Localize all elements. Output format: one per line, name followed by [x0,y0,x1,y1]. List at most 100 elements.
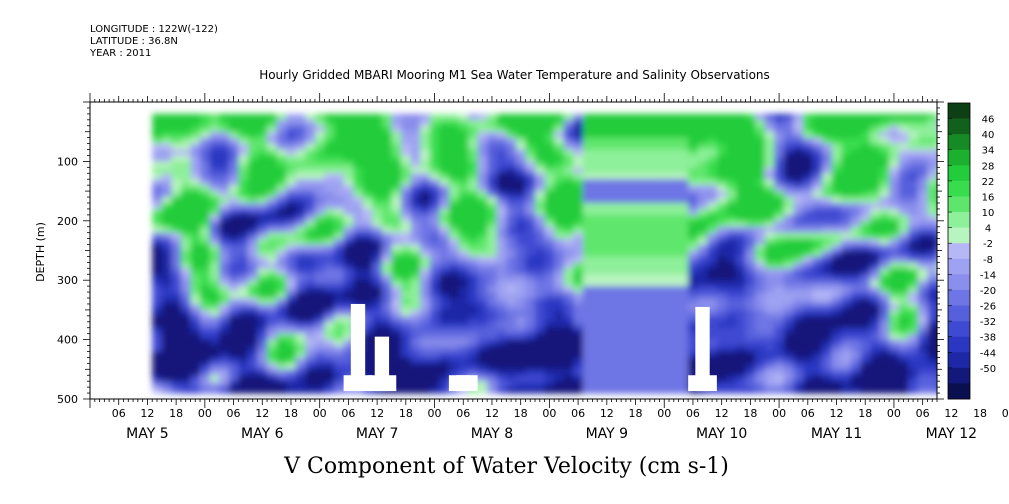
heat-cell [621,155,632,162]
heat-cell [448,143,460,151]
heat-cell [841,250,852,258]
heat-cell [736,268,747,275]
heat-cell [774,351,785,359]
heat-cell [697,280,708,287]
heat-cell [410,143,421,151]
heat-cell [487,244,498,252]
heat-cell [161,161,172,168]
heat-cell [716,167,728,174]
heat-cell [611,220,622,228]
heat-cell [850,333,862,341]
heat-cell [391,167,402,174]
heat-cell [611,149,622,157]
heat-cell [401,173,412,180]
heat-cell [582,226,594,234]
heat-cell [343,131,354,139]
heat-cell [764,321,775,329]
heat-cell [889,321,900,329]
heat-cell [448,303,460,311]
heat-cell [535,143,546,151]
heat-cell [678,179,689,186]
heat-cell [276,256,287,263]
colorbar-swatch [948,196,970,213]
heat-cell [841,155,852,162]
heat-cell [831,375,842,382]
heat-cell [783,375,795,382]
heat-cell [563,274,574,281]
heat-cell [640,274,651,281]
heat-cell [477,339,488,347]
heat-cell [295,185,306,192]
heat-cell [783,191,795,198]
heat-cell [764,351,775,359]
heat-cell [649,369,661,376]
heat-cell [841,191,852,198]
heat-cell [822,197,833,204]
x-day-label: MAY 8 [471,426,513,442]
heat-cell [764,155,775,162]
heat-cell [228,149,239,157]
heat-cell [707,232,718,240]
heat-cell [726,208,737,216]
heat-cell [161,191,172,198]
heat-cell [190,208,201,216]
heat-cell [755,214,766,222]
heat-cell [353,202,364,210]
heat-cell [448,137,460,145]
heat-cell [716,309,728,317]
heat-cell [630,149,641,157]
heat-cell [267,232,278,240]
heat-cell [850,238,862,246]
heat-cell [429,149,440,157]
heat-cell [860,369,871,376]
heat-cell [870,143,881,151]
heat-cell [678,208,689,216]
heat-cell [496,232,507,240]
heat-cell [439,155,450,162]
heat-cell [391,292,402,299]
heat-cell [515,286,527,293]
heat-cell [860,303,871,311]
heat-cell [870,149,881,157]
heat-cell [525,339,536,347]
heat-cell [458,250,469,258]
heat-cell [649,226,661,234]
heat-cell [448,244,460,252]
heat-cell [917,256,929,263]
heat-cell [257,262,268,269]
heat-cell [812,173,823,180]
heat-cell [908,167,919,174]
heat-cell [640,303,651,311]
heat-cell [602,167,613,174]
heat-cell [678,363,689,370]
heat-cell [879,262,890,269]
heat-cell [822,125,833,133]
heat-cell [793,197,804,204]
heat-cell [793,363,804,370]
heat-cell [927,286,937,293]
heat-cell [238,173,249,180]
heat-cell [889,268,900,275]
heat-cell [190,238,201,246]
heat-cell [228,333,239,341]
heat-cell [659,387,670,394]
heat-cell [477,197,488,204]
heat-cell [295,357,306,364]
heat-cell [334,202,345,210]
heat-cell [917,327,929,335]
heat-cell [611,125,622,133]
heat-cell [544,339,555,347]
heat-cell [238,149,249,157]
heat-cell [343,339,354,347]
heat-cell [276,232,287,240]
heat-cell [621,197,632,204]
heat-cell [314,351,326,359]
x-hour-label: 12 [140,407,154,420]
heat-cell [783,303,795,311]
heat-cell [209,119,220,127]
heat-cell [353,262,364,269]
heat-cell [783,131,795,139]
heat-cell [697,131,708,139]
heat-cell [458,363,469,370]
heat-cell [927,339,937,347]
